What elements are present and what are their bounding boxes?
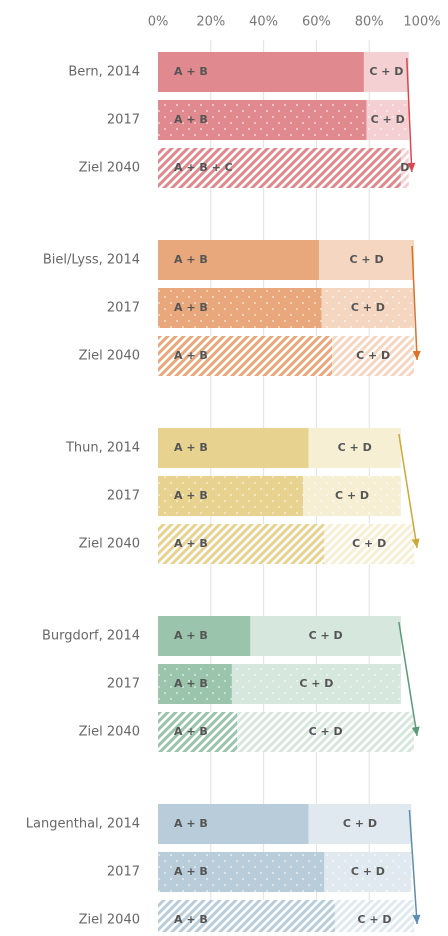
bar-segment xyxy=(158,524,325,564)
segment-label: C + D xyxy=(351,865,385,878)
bar-segment xyxy=(158,288,322,328)
segment-label: A + B + C xyxy=(174,161,233,174)
arrow-head xyxy=(411,538,420,548)
bar-segment xyxy=(158,664,232,704)
x-tick-label: 60% xyxy=(302,15,331,30)
segment-label: C + D xyxy=(371,113,405,126)
x-tick-label: 100% xyxy=(403,15,440,30)
bar-segment xyxy=(158,428,309,468)
row-label: Ziel 2040 xyxy=(79,537,140,552)
segment-label: C + D xyxy=(351,301,385,314)
row-label: Burgdorf, 2014 xyxy=(42,629,140,644)
arrow-head xyxy=(411,726,420,736)
row-label: Bern, 2014 xyxy=(68,65,140,80)
segment-label: C + D xyxy=(309,725,343,738)
row-label: Ziel 2040 xyxy=(79,349,140,364)
bar-segment xyxy=(303,476,401,516)
bar-segment xyxy=(400,148,409,188)
segment-label: C + D xyxy=(338,441,372,454)
bar-segment xyxy=(321,288,415,328)
x-tick-label: 20% xyxy=(196,15,225,30)
segment-label: C + D xyxy=(309,629,343,642)
bar-segment xyxy=(158,52,364,92)
trend-arrow xyxy=(398,433,418,549)
segment-label: C + D xyxy=(299,677,333,690)
x-tick-label: 0% xyxy=(148,15,169,30)
bar-segment xyxy=(158,616,251,656)
row-label: 2017 xyxy=(107,677,140,692)
bar-segment xyxy=(158,476,304,516)
segment-label: A + B xyxy=(174,629,208,642)
row-label: Ziel 2040 xyxy=(79,161,140,176)
segment-label: A + B xyxy=(174,301,208,314)
bar-segment xyxy=(158,712,238,752)
bar-segment xyxy=(237,712,415,752)
trend-arrow xyxy=(408,809,418,925)
arrow-head xyxy=(412,914,421,924)
bar-segment xyxy=(366,100,409,140)
segment-label: A + B xyxy=(174,489,208,502)
segment-label: A + B xyxy=(174,253,208,266)
trend-arrow xyxy=(398,621,418,737)
row-label: Thun, 2014 xyxy=(65,441,140,456)
segment-label: C + D xyxy=(356,349,390,362)
x-tick-label: 80% xyxy=(355,15,384,30)
segment-label: A + B xyxy=(174,65,208,78)
segment-label: A + B xyxy=(174,725,208,738)
x-tick-label: 40% xyxy=(249,15,278,30)
row-label: 2017 xyxy=(107,301,140,316)
row-label: Ziel 2040 xyxy=(79,725,140,740)
row-label: Ziel 2040 xyxy=(79,913,140,928)
segment-label: A + B xyxy=(174,677,208,690)
segment-label: C + D xyxy=(352,537,386,550)
row-label: 2017 xyxy=(107,113,140,128)
segment-label: A + B xyxy=(174,441,208,454)
bar-segment xyxy=(308,428,401,468)
trend-arrow xyxy=(411,245,418,361)
segment-label: A + B xyxy=(174,537,208,550)
segment-label: C + D xyxy=(350,253,384,266)
row-label: Biel/Lyss, 2014 xyxy=(43,253,140,268)
row-label: Langenthal, 2014 xyxy=(26,817,140,832)
bar-segment xyxy=(324,524,415,564)
arrow-head xyxy=(407,162,416,172)
bar-segment xyxy=(158,336,333,376)
bar-segment xyxy=(324,852,412,892)
segment-label: C + D xyxy=(357,913,391,926)
bar-segment xyxy=(158,148,401,188)
bar-segment xyxy=(158,900,335,936)
segment-label: A + B xyxy=(174,817,208,830)
bar-segment xyxy=(158,804,309,844)
bar-segment xyxy=(158,100,367,140)
segment-label: D xyxy=(400,161,409,174)
row-label: 2017 xyxy=(107,489,140,504)
segment-label: C + D xyxy=(369,65,403,78)
row-label: 2017 xyxy=(107,865,140,880)
segment-label: A + B xyxy=(174,913,208,926)
bar-segment xyxy=(308,804,412,844)
bar-segment xyxy=(158,240,320,280)
bar-segment xyxy=(363,52,409,92)
bar-segment xyxy=(332,336,415,376)
arrow-head xyxy=(412,350,421,360)
bar-segment xyxy=(250,616,401,656)
segment-label: A + B xyxy=(174,349,208,362)
bar-segment xyxy=(158,852,325,892)
bar-segment xyxy=(231,664,401,704)
segment-label: A + B xyxy=(174,113,208,126)
segment-label: C + D xyxy=(335,489,369,502)
segment-label: C + D xyxy=(343,817,377,830)
segment-label: A + B xyxy=(174,865,208,878)
bar-segment xyxy=(334,900,415,936)
bar-segment xyxy=(319,240,415,280)
trend-arrow xyxy=(406,57,413,173)
